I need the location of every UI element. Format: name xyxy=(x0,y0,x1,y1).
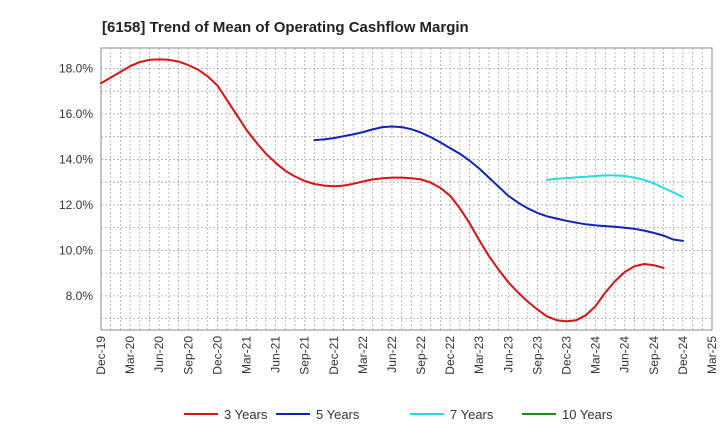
grid-lines xyxy=(101,48,712,330)
x-tick-label: Dec-21 xyxy=(327,336,341,375)
series-line-7-years xyxy=(546,174,684,198)
x-tick-label: Jun-20 xyxy=(152,336,166,373)
x-tick-label: Sep-22 xyxy=(414,336,428,375)
legend-label-10-years: 10 Years xyxy=(562,407,613,422)
legend-label-7-years: 7 Years xyxy=(450,407,494,422)
x-tick-label: Mar-22 xyxy=(356,336,370,374)
series-line-3-years xyxy=(100,58,665,323)
x-tick-label: Jun-23 xyxy=(501,336,515,373)
y-tick-label: 8.0% xyxy=(66,289,94,303)
plot-border xyxy=(100,47,713,331)
x-tick-label: Mar-23 xyxy=(472,336,486,374)
series-line-5-years xyxy=(313,125,684,242)
legend: 3 Years 5 Years 7 Years 10 Years xyxy=(184,407,613,422)
x-tick-label: Dec-20 xyxy=(210,336,224,375)
x-tick-label: Dec-24 xyxy=(676,336,690,375)
y-tick-label: 10.0% xyxy=(59,243,93,257)
x-tick-label: Jun-24 xyxy=(618,336,632,373)
y-tick-label: 12.0% xyxy=(59,198,93,212)
x-axis: Dec-19 Mar-20 Jun-20 Sep-20 Dec-20 Mar-21 Jun-… xyxy=(94,336,719,375)
legend-label-5-years: 5 Years xyxy=(316,407,360,422)
x-tick-label: Dec-23 xyxy=(560,336,574,375)
series-group xyxy=(100,58,684,323)
chart-title: [6158] Trend of Mean of Operating Cashfl… xyxy=(102,19,469,36)
plot-area xyxy=(100,47,713,331)
x-tick-label: Jun-22 xyxy=(385,336,399,373)
x-tick-label: Mar-24 xyxy=(589,336,603,374)
x-tick-label: Mar-25 xyxy=(705,336,719,374)
x-tick-label: Sep-20 xyxy=(181,336,195,375)
y-tick-label: 16.0% xyxy=(59,107,93,121)
x-tick-label: Dec-22 xyxy=(443,336,457,375)
x-tick-label: Sep-21 xyxy=(298,336,312,375)
y-tick-label: 14.0% xyxy=(59,152,93,166)
x-tick-label: Dec-19 xyxy=(94,336,108,375)
x-tick-label: Sep-23 xyxy=(530,336,544,375)
x-tick-label: Sep-24 xyxy=(647,336,661,375)
y-axis: 8.0% 10.0% 12.0% 14.0% 16.0% 18.0% xyxy=(59,61,93,302)
x-tick-label: Mar-20 xyxy=(123,336,137,374)
x-tick-label: Jun-21 xyxy=(269,336,283,373)
y-tick-label: 18.0% xyxy=(59,61,93,75)
x-tick-label: Mar-21 xyxy=(239,336,253,374)
legend-label-3-years: 3 Years xyxy=(224,407,268,422)
